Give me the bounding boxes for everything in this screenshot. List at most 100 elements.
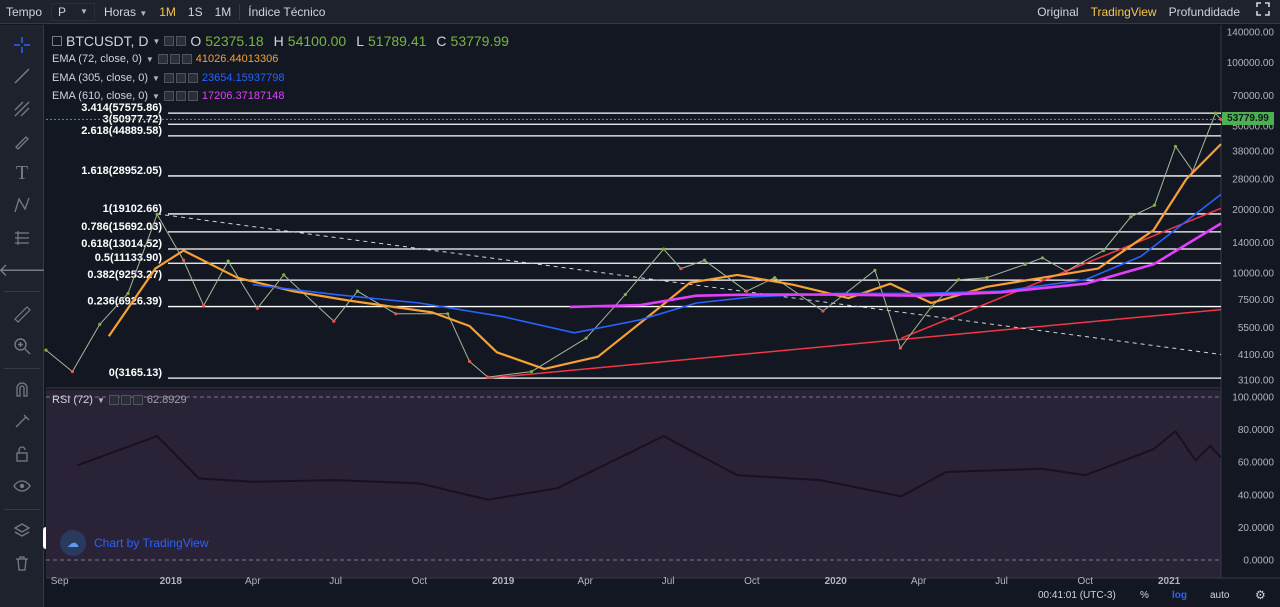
hide-icon[interactable] [120,395,131,405]
crosshair-icon[interactable] [10,33,34,57]
legend-actions[interactable] [157,54,192,64]
log-scale-button[interactable]: log [1172,590,1187,601]
hide-icon[interactable] [169,54,180,64]
eye-icon[interactable] [10,474,34,498]
sidebar-divider [4,291,40,292]
fib-level-label: 0.5(11133.90) [95,252,163,264]
lock-icon[interactable] [10,442,34,466]
text-tool-icon[interactable]: T [15,161,29,184]
price-point [355,289,360,293]
close-label: C [436,33,447,49]
chevron-down-icon[interactable]: ▼ [152,91,160,101]
settings-icon[interactable] [163,73,174,83]
price-point [679,266,683,271]
rsi-label[interactable]: RSI (72) [52,394,93,406]
fib-level-label: 0(3165.13) [109,367,163,379]
price-axis-label: 3100.00 [1238,376,1275,387]
close-icon[interactable] [181,54,192,64]
lock-drawing-icon[interactable] [10,409,34,433]
brush-tool-icon[interactable] [10,129,34,153]
settings-icon[interactable] [108,395,119,405]
ruler-icon[interactable] [10,302,34,326]
open-value: 52375.18 [205,33,264,49]
price-point [985,276,989,280]
ema610-label[interactable]: EMA (610, close, 0) [52,90,148,102]
depth-chart-button[interactable]: Profundidade [1168,5,1240,19]
chevron-down-icon[interactable]: ▼ [96,395,105,405]
time-axis-label: Oct [1078,576,1094,587]
symbol-name[interactable]: BTCUSDT, D [66,33,149,49]
close-icon[interactable] [187,73,198,83]
close-icon[interactable] [132,395,143,405]
price-point [44,348,48,352]
settings-icon[interactable] [164,36,175,46]
time-axis-label: 2018 [160,576,183,587]
rsi-axis-label: 40.0000 [1238,490,1275,501]
hide-icon[interactable] [175,91,186,101]
price-axis-label: 7500.00 [1238,295,1275,306]
pitchfork-tool-icon[interactable] [10,97,34,121]
time-axis-label: Oct [412,576,428,587]
rsi-line [76,430,1222,501]
fib-level-label: 2.618(44889.58) [81,125,162,137]
price-point [1064,269,1068,273]
price-point [282,273,286,277]
tradingview-chart-button[interactable]: TradingView [1090,5,1157,19]
percent-scale-button[interactable]: % [1140,590,1149,601]
indicators-button[interactable]: Índice Técnico [248,4,326,19]
ema305-label[interactable]: EMA (305, close, 0) [52,72,148,84]
price-point [1173,144,1178,149]
price-point [821,309,825,313]
gear-icon[interactable]: ⚙ [1255,588,1266,602]
zoom-in-icon[interactable] [10,334,34,358]
chevron-down-icon[interactable]: ▼ [152,36,161,46]
horas-dropdown[interactable]: Horas ▼ [98,0,153,24]
price-point [467,359,472,364]
original-chart-button[interactable]: Original [1037,5,1079,19]
interval-select[interactable]: P ▼ [51,2,95,21]
symbol-legend-box[interactable] [52,36,62,46]
fullscreen-icon[interactable] [1246,0,1280,24]
chevron-down-icon: ▼ [139,8,148,18]
rsi-value: 62.8929 [146,394,187,406]
chevron-down-icon[interactable]: ▼ [145,54,154,64]
fib-level-label: 0.786(15692.03) [81,221,162,233]
fib-level-label: 0.236(6926.39) [87,296,162,308]
legend-actions[interactable] [163,91,198,101]
auto-scale-button[interactable]: auto [1210,590,1230,601]
tradingview-watermark[interactable]: ☁ Chart by TradingView [60,530,209,556]
interval-1s-button[interactable]: 1S [187,4,203,19]
low-value: 51789.41 [368,33,427,49]
legend-actions[interactable] [108,395,143,405]
prediction-tool-icon[interactable] [10,226,34,250]
settings-icon[interactable] [163,91,174,101]
hide-icon[interactable] [175,73,186,83]
horas-label: Horas [103,4,136,19]
clock-timezone[interactable]: 00:41:01 (UTC-3) [1038,590,1116,601]
price-point [446,312,450,316]
time-axis-label: Apr [245,576,261,587]
legend-actions[interactable] [163,73,198,83]
price-axis-label: 5500.00 [1238,323,1275,334]
close-icon[interactable] [187,91,198,101]
ema72-label[interactable]: EMA (72, close, 0) [52,53,142,65]
price-point [486,375,490,379]
price-axis-label: 4100.00 [1238,350,1275,361]
hide-icon[interactable] [176,36,187,46]
legend-actions[interactable] [164,36,187,46]
trash-icon[interactable] [10,551,34,575]
time-axis-label: Jul [995,576,1008,587]
interval-1month-button[interactable]: 1M [214,4,232,19]
pattern-tool-icon[interactable] [10,193,34,217]
price-point [155,212,159,217]
settings-icon[interactable] [157,54,168,64]
interval-1m-button[interactable]: 1M [159,4,176,19]
high-value: 54100.00 [287,33,347,49]
chevron-down-icon: ▼ [80,6,88,16]
layers-icon[interactable] [10,519,34,543]
magnet-icon[interactable] [10,377,34,401]
ema72-line [107,143,1222,370]
chevron-down-icon[interactable]: ▼ [152,73,160,83]
trendline-tool-icon[interactable] [10,64,34,88]
